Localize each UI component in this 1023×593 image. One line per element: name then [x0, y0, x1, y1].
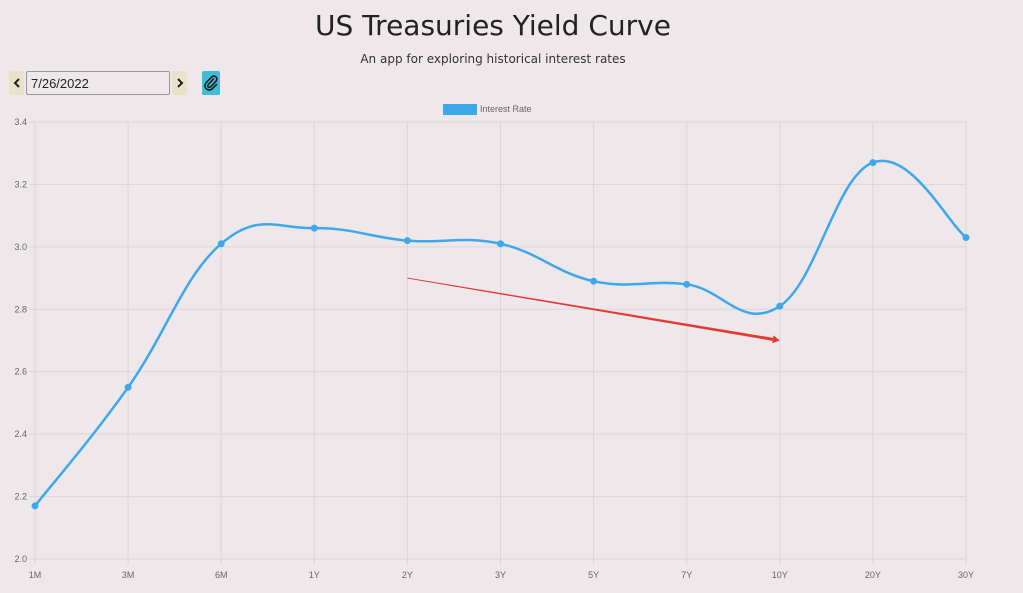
chevron-right-icon [176, 78, 183, 88]
x-tick-label: 2Y [402, 570, 413, 580]
yield-curve-chart: 2.0 2.2 2.4 2.6 2.8 3.0 3.2 3.4 1M 3M 6M 1Y 2Y 3Y 5Y 7… [14, 104, 974, 580]
page-title: US Treasuries Yield Curve [315, 9, 671, 42]
data-point-7y[interactable] [683, 280, 691, 288]
annotations [407, 277, 780, 344]
annotation-arrow [407, 277, 774, 341]
data-point-10y[interactable] [776, 302, 784, 310]
chevron-left-icon [13, 78, 20, 88]
date-input[interactable] [26, 71, 170, 95]
y-tick-label: 3.0 [14, 242, 27, 252]
data-point-3m[interactable] [124, 383, 132, 391]
x-tick-label: 1Y [309, 570, 320, 580]
x-tick-label: 7Y [681, 570, 692, 580]
x-tick-label: 6M [215, 570, 228, 580]
series-interest-rate [31, 159, 970, 510]
y-axis-ticks: 2.0 2.2 2.4 2.6 2.8 3.0 3.2 3.4 [14, 117, 27, 564]
data-point-20y[interactable] [869, 159, 877, 167]
x-tick-label: 3Y [495, 570, 506, 580]
x-tick-label: 5Y [588, 570, 599, 580]
data-point-3y[interactable] [497, 240, 504, 248]
paperclip-icon [204, 75, 218, 91]
data-point-6m[interactable] [217, 240, 225, 248]
x-tick-label: 10Y [772, 570, 788, 580]
data-point-1y[interactable] [310, 224, 318, 232]
page-subtitle: An app for exploring historical interest… [360, 52, 626, 66]
y-tick-label: 2.6 [14, 367, 27, 377]
legend-label: Interest Rate [480, 104, 532, 114]
x-tick-label: 1M [29, 570, 42, 580]
data-point-5y[interactable] [590, 277, 598, 285]
y-tick-label: 2.8 [14, 304, 27, 314]
next-date-button[interactable] [172, 71, 187, 95]
x-tick-label: 3M [122, 570, 135, 580]
y-tick-label: 2.0 [14, 554, 27, 564]
legend: Interest Rate [443, 104, 532, 115]
legend-swatch [443, 104, 477, 115]
y-tick-label: 2.2 [14, 492, 27, 502]
annotation-arrowhead [772, 335, 780, 344]
x-tick-label: 30Y [958, 570, 974, 580]
previous-date-button[interactable] [9, 71, 24, 95]
data-point-1m[interactable] [31, 502, 39, 510]
y-tick-label: 2.4 [14, 429, 27, 439]
copy-link-button[interactable] [202, 71, 220, 95]
grid-lines [29, 121, 967, 565]
data-point-30y[interactable] [962, 233, 970, 241]
y-tick-label: 3.2 [14, 179, 27, 189]
x-axis-ticks: 1M 3M 6M 1Y 2Y 3Y 5Y 7Y 10Y 20Y 30Y [29, 570, 974, 580]
x-tick-label: 20Y [865, 570, 881, 580]
data-point-2y[interactable] [403, 237, 411, 245]
y-tick-label: 3.4 [14, 117, 27, 127]
